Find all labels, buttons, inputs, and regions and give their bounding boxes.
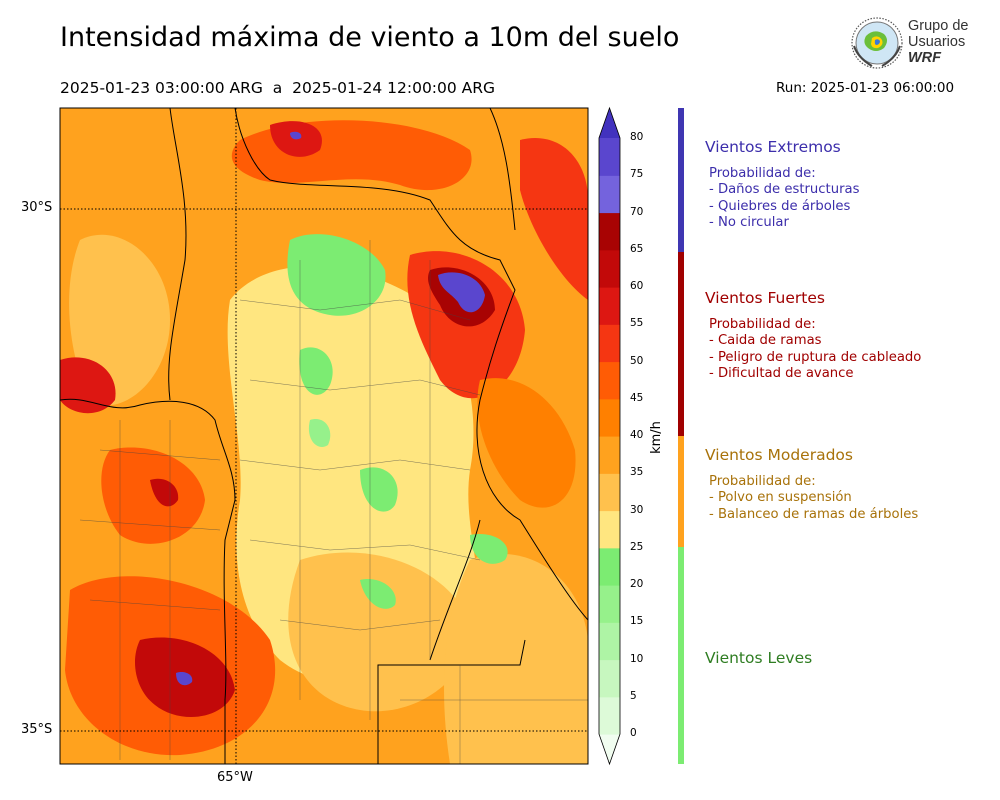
category-extreme-title: Vientos Extremos [705, 138, 841, 156]
strong-wind-east-band [520, 138, 588, 300]
category-moderate-title: Vientos Moderados [705, 446, 853, 464]
lat-label-30s: 30°S [21, 200, 53, 215]
colorbar-tick-label: 25 [630, 540, 644, 553]
category-strong-title: Vientos Fuertes [705, 289, 825, 307]
globe-logo-icon [851, 17, 903, 69]
moderate-region-south [288, 552, 472, 712]
colorbar-tick-label: 40 [630, 429, 644, 441]
strong-wind-east [477, 378, 576, 508]
colorbar-segment [599, 547, 620, 586]
graticule [60, 108, 588, 764]
colorbar-tick-label: 15 [630, 615, 644, 628]
extreme-wind-southwest [176, 672, 193, 686]
logo-text-line1: Grupo de [908, 18, 969, 34]
category-band [678, 108, 684, 252]
wind-map [59, 107, 589, 765]
light-wind-region-3 [360, 467, 398, 512]
category-moderate-text: Probabilidad de: - Polvo en suspensión -… [709, 474, 919, 522]
colorbar-tick-label: 80 [630, 131, 644, 143]
category-extreme-text: Probabilidad de: - Daños de estructuras … [709, 166, 860, 230]
category-band [678, 436, 684, 547]
colorbar-tick-label: 20 [630, 578, 644, 590]
lat-label-35s: 35°S [21, 722, 53, 737]
colorbar-segment [599, 585, 620, 623]
category-light-title: Vientos Leves [705, 649, 813, 667]
colorbar-segment [599, 175, 620, 214]
strong-wind-west [101, 447, 205, 544]
colorbar-segment [599, 510, 620, 549]
map-frame [59, 107, 589, 765]
colorbar [598, 106, 621, 766]
colorbar-tick-label: 10 [630, 652, 644, 665]
colorbar-segment [599, 138, 620, 176]
colorbar-tick-label: 30 [630, 503, 644, 516]
strong-wind-west-core [150, 478, 179, 507]
colorbar-tick-label: 0 [630, 727, 637, 739]
colorbar-segment [599, 398, 620, 437]
logo-text-line2: Usuarios [908, 34, 966, 50]
category-strong: Vientos Fuertes Probabilidad de: - Caida… [705, 289, 921, 382]
category-light: Vientos Leves [705, 649, 812, 667]
colorbar-segment [599, 696, 620, 735]
colorbar-tick-label: 45 [630, 391, 644, 404]
lon-label-65w: 65°W [217, 770, 253, 785]
colorbar-tick-label: 35 [630, 466, 644, 479]
valid-period: 2025-01-23 03:00:00 ARG a 2025-01-24 12:… [60, 79, 496, 97]
colorbar-outline [598, 106, 621, 766]
light-wind-region-2 [299, 347, 333, 395]
category-strong-text: Probabilidad de: - Caida de ramas - Peli… [709, 317, 922, 381]
colorbar-tick-label: 50 [630, 354, 644, 367]
colorbar-segment [599, 622, 620, 661]
colorbar-extend-high [599, 108, 620, 138]
colorbar-segment [599, 473, 620, 512]
colorbar-tick-label: 70 [630, 205, 644, 218]
category-extreme: Vientos Extremos Probabilidad de: - Daño… [705, 138, 859, 231]
colorbar-segment [599, 287, 620, 325]
category-moderate: Vientos Moderados Probabilidad de: - Pol… [705, 446, 918, 523]
colorbar-segment [599, 659, 620, 698]
colorbar-segment [599, 361, 620, 400]
colorbar-unit: km/h [648, 421, 664, 454]
light-wind-region-6 [308, 419, 331, 448]
colorbar-segment [599, 324, 620, 363]
category-band [678, 252, 684, 436]
grupo-wrf-logo: Grupo de Usuarios WRF [848, 16, 968, 72]
extreme-wind-northeast [438, 272, 485, 313]
colorbar-segment [599, 249, 620, 288]
light-wind-region-5 [360, 579, 396, 609]
run-time: Run: 2025-01-23 06:00:00 [776, 80, 955, 96]
extreme-wind-north [290, 131, 302, 140]
colorbar-tick-label: 65 [630, 242, 644, 255]
map-title: Intensidad máxima de viento a 10m del su… [60, 22, 680, 53]
colorbar-extend-low [599, 734, 620, 764]
category-band [678, 547, 684, 764]
logo-text-line3: WRF [908, 50, 942, 66]
light-wind-region-4 [470, 534, 508, 564]
colorbar-tick-label: 75 [630, 168, 644, 181]
moderate-region-east [444, 553, 588, 764]
colorbar-segment [599, 436, 620, 474]
colorbar-segment [599, 212, 620, 251]
colorbar-tick-label: 60 [630, 280, 644, 292]
colorbar-tick-label: 55 [630, 317, 644, 330]
colorbar-tick-label: 5 [630, 689, 637, 702]
department-boundaries [79, 240, 588, 764]
country-boundaries [60, 108, 588, 764]
light-wind-region-1 [287, 234, 386, 316]
